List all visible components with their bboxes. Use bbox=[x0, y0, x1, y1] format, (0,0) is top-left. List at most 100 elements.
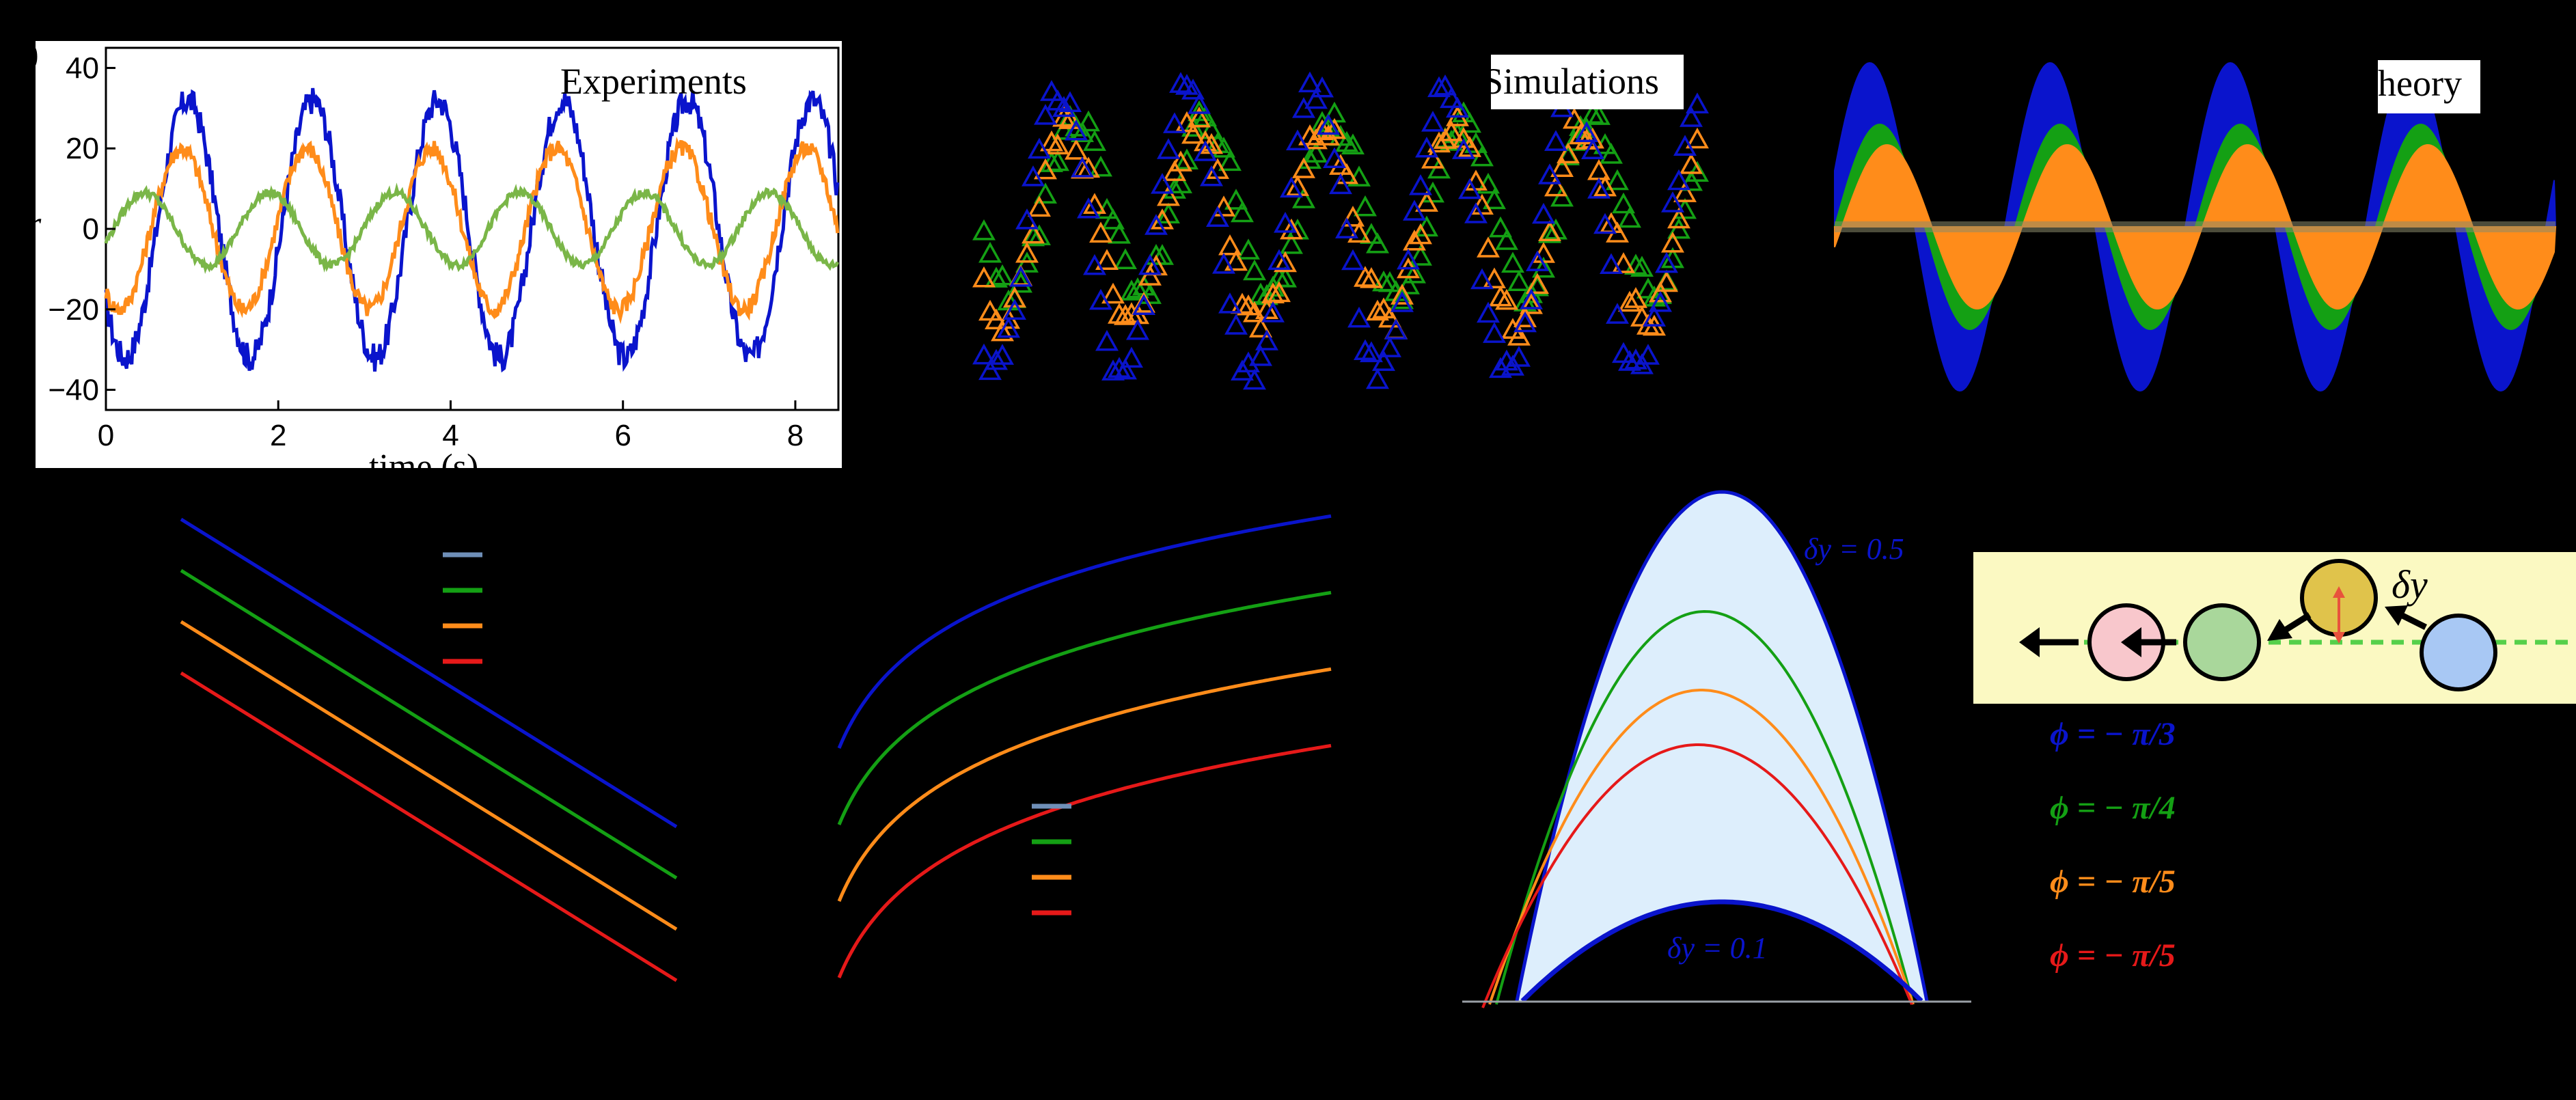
panel-b-marker-orange bbox=[1194, 130, 1217, 152]
panel-b-marker-blue bbox=[972, 343, 996, 365]
panel-b-marker-blue bbox=[1083, 253, 1106, 275]
panel-b-marker-blue bbox=[1145, 214, 1168, 235]
panel-b-marker-orange bbox=[1224, 249, 1248, 271]
panel-b-marker-blue bbox=[1390, 291, 1414, 312]
panel-c-waves bbox=[1833, 61, 2557, 392]
panel-b-marker-blue bbox=[1397, 248, 1420, 270]
panel-b-marker-blue bbox=[1138, 253, 1162, 275]
panel-b-marker-blue bbox=[1304, 87, 1328, 109]
panel-b-marker-green bbox=[1341, 133, 1365, 154]
panel-b-marker-orange bbox=[1378, 306, 1401, 328]
panel-b-marker-green bbox=[985, 266, 1008, 288]
panel-b-marker-blue bbox=[1132, 294, 1155, 316]
panel-b-marker-green bbox=[1366, 232, 1389, 253]
panel-b-marker-orange bbox=[1046, 133, 1069, 155]
panel-b-marker-orange bbox=[1040, 130, 1063, 152]
panel-b-marker-blue bbox=[1341, 249, 1365, 271]
panel-b-marker-orange bbox=[1618, 290, 1641, 312]
panel-d-line-orange bbox=[180, 620, 678, 931]
panel-b-marker-blue bbox=[978, 359, 1002, 381]
panel-b-marker-green bbox=[1501, 251, 1524, 273]
panel-b-marker-green bbox=[1009, 271, 1032, 293]
panel-b-marker-blue bbox=[1458, 178, 1481, 200]
panel-b-marker-blue bbox=[985, 348, 1008, 370]
panel-b-marker-blue bbox=[1151, 173, 1174, 194]
panel-b-marker-orange bbox=[1108, 303, 1131, 324]
panel-b-marker-green bbox=[1354, 195, 1377, 217]
panel-d-legend bbox=[443, 552, 482, 664]
panel-b-marker-blue bbox=[1034, 104, 1057, 125]
panel-c: heory bbox=[1833, 60, 2557, 392]
panel-b-marker-blue bbox=[1661, 191, 1684, 212]
schematic-arrows bbox=[2019, 605, 2428, 657]
panel-b-marker-blue bbox=[1040, 80, 1063, 101]
panel-c-axis-band bbox=[1835, 221, 2556, 232]
panel-b-marker-blue bbox=[1298, 71, 1321, 93]
phi-label-4: ϕ = − π/5 bbox=[2050, 937, 2176, 974]
panel-b-marker-green bbox=[1175, 148, 1198, 169]
panel-a-background bbox=[36, 41, 842, 468]
panel-b-marker-orange bbox=[1089, 221, 1112, 243]
phi-label-3: ϕ = − π/5 bbox=[2050, 864, 2176, 900]
panel-b-marker-blue bbox=[1575, 121, 1598, 143]
phi-label-1: ϕ = − π/3 bbox=[2050, 716, 2176, 752]
panel-e bbox=[837, 514, 1332, 978]
panel-g: δy ϕ = − π/3 ϕ = − π/4 ϕ = − π/5 ϕ = − π… bbox=[1973, 552, 2576, 974]
panel-b-marker-blue bbox=[1120, 346, 1143, 368]
panel-b-marker-green bbox=[1507, 270, 1531, 291]
panel-b-marker-blue bbox=[1071, 156, 1094, 178]
panel-b-marker-blue bbox=[1101, 359, 1125, 381]
panel-b-marker-orange bbox=[1231, 292, 1254, 314]
panel-b-marker-blue bbox=[1181, 79, 1205, 100]
panel-b-marker-orange bbox=[1489, 285, 1512, 307]
panel-b-marker-blue bbox=[1483, 322, 1506, 343]
panel-b-marker-blue bbox=[1089, 288, 1112, 310]
panel-b-marker-green bbox=[1046, 150, 1069, 171]
panel-b-marker-orange bbox=[1507, 325, 1531, 346]
panel-b-marker-orange bbox=[1286, 175, 1309, 196]
panel-a-series-orange bbox=[104, 137, 840, 325]
panel-b-marker-green bbox=[1292, 187, 1315, 208]
panel-d bbox=[180, 517, 678, 982]
panel-b-title-box bbox=[1491, 55, 1684, 109]
panel-b-marker-green bbox=[1397, 273, 1420, 294]
panel-b-marker-orange bbox=[1022, 222, 1045, 244]
panel-b-marker-blue bbox=[1618, 350, 1641, 371]
panel-b-marker-orange bbox=[972, 266, 996, 288]
panel-b-marker-blue bbox=[1600, 253, 1623, 275]
panel-a-xtick-label: 8 bbox=[787, 419, 804, 452]
panel-b-marker-blue bbox=[1384, 318, 1408, 340]
panel-b-marker-orange bbox=[1249, 316, 1272, 338]
panel-b-marker-green bbox=[1218, 150, 1242, 171]
panel-b-marker-orange bbox=[1458, 136, 1481, 157]
panel-b-marker-blue bbox=[1649, 290, 1672, 312]
panel-b-marker-green bbox=[1378, 271, 1401, 292]
panel-b-marker-blue bbox=[1532, 202, 1555, 224]
panel-b-marker-orange bbox=[1427, 131, 1451, 153]
panel-b-marker-blue bbox=[1022, 165, 1045, 187]
panel-b-marker-blue bbox=[1360, 341, 1383, 363]
panel-b-marker-blue bbox=[1581, 138, 1604, 160]
panel-b-marker-blue bbox=[1477, 301, 1500, 323]
panel-b-marker-blue bbox=[1077, 197, 1100, 219]
panel-b-marker-blue bbox=[1052, 96, 1075, 118]
panel-a-ytick-label: 40 bbox=[66, 51, 99, 85]
panel-b-marker-green bbox=[1108, 223, 1131, 244]
panel-b-marker-orange bbox=[1513, 306, 1537, 327]
panel-b-marker-orange bbox=[1661, 232, 1684, 253]
panel-b-marker-green bbox=[1532, 256, 1555, 278]
panel-b-marker-green bbox=[1274, 266, 1297, 288]
panel-b-marker-orange bbox=[1557, 142, 1580, 164]
panel-b-marker-orange bbox=[978, 299, 1002, 321]
panel-b-marker-blue bbox=[1409, 174, 1432, 195]
panel-b-marker-blue bbox=[1335, 217, 1358, 238]
panel-b-marker-green bbox=[1587, 104, 1611, 125]
panel-a-ytick-label: −20 bbox=[48, 293, 99, 327]
panel-b-marker-green bbox=[1280, 233, 1303, 254]
schematic-disk-blue bbox=[2420, 614, 2497, 691]
panel-e-curve-orange bbox=[837, 667, 1332, 902]
phi-label-2: ϕ = − π/4 bbox=[2050, 790, 2176, 826]
panel-b-title: Simulations bbox=[1483, 61, 1659, 102]
panel-b-marker-blue bbox=[1427, 76, 1451, 98]
panel-b-marker-green bbox=[1347, 165, 1371, 187]
